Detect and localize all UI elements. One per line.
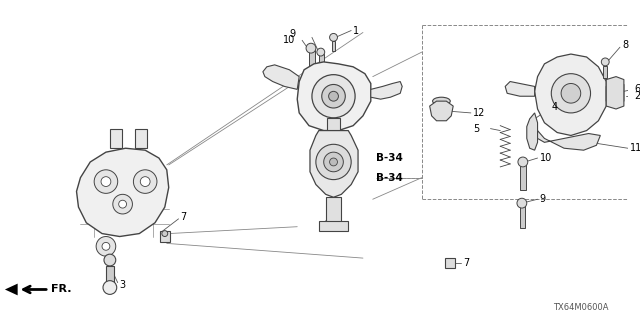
Text: 3: 3 (120, 280, 126, 290)
Text: TX64M0600A: TX64M0600A (553, 303, 608, 312)
Circle shape (317, 48, 324, 56)
Text: 7: 7 (180, 212, 187, 222)
Circle shape (517, 198, 527, 208)
Circle shape (561, 84, 580, 103)
Bar (520, 204, 525, 228)
Ellipse shape (433, 97, 451, 105)
Circle shape (133, 170, 157, 193)
Circle shape (330, 158, 337, 166)
Bar (445, 258, 455, 268)
Circle shape (94, 170, 118, 193)
Circle shape (312, 75, 355, 118)
Bar (319, 54, 324, 77)
Circle shape (602, 58, 609, 66)
Bar (326, 118, 340, 135)
Polygon shape (5, 284, 18, 295)
Text: B-34: B-34 (376, 153, 403, 163)
Circle shape (140, 177, 150, 187)
Polygon shape (77, 148, 169, 236)
Circle shape (330, 34, 337, 41)
Circle shape (104, 254, 116, 266)
Bar (520, 163, 526, 190)
Circle shape (328, 91, 339, 101)
Bar (106, 266, 114, 285)
Bar (319, 221, 348, 231)
Bar (326, 197, 341, 222)
Polygon shape (371, 82, 402, 99)
Text: 10: 10 (540, 153, 552, 163)
Circle shape (102, 243, 110, 250)
Ellipse shape (326, 218, 341, 225)
Circle shape (322, 84, 346, 108)
Circle shape (306, 43, 316, 53)
Polygon shape (505, 82, 534, 96)
Text: FR.: FR. (51, 284, 72, 294)
Polygon shape (606, 76, 624, 109)
Circle shape (162, 231, 168, 236)
Circle shape (113, 194, 132, 214)
Circle shape (103, 281, 116, 294)
Text: 7: 7 (463, 258, 469, 268)
Bar (309, 50, 315, 77)
Bar (160, 231, 170, 243)
Polygon shape (534, 54, 606, 135)
Polygon shape (263, 65, 299, 89)
Circle shape (551, 74, 591, 113)
Text: 4: 4 (551, 102, 557, 112)
Circle shape (96, 236, 116, 256)
Polygon shape (429, 101, 453, 121)
Bar (110, 129, 122, 148)
Text: 2: 2 (635, 91, 640, 101)
Circle shape (118, 200, 127, 208)
Polygon shape (538, 131, 600, 150)
Circle shape (316, 144, 351, 180)
Circle shape (101, 177, 111, 187)
Polygon shape (527, 113, 538, 150)
Text: 1: 1 (353, 26, 359, 36)
Circle shape (324, 152, 343, 172)
Ellipse shape (326, 115, 340, 121)
Text: 10: 10 (282, 35, 295, 45)
Text: B-34: B-34 (376, 173, 403, 183)
Text: 9: 9 (540, 194, 546, 204)
Text: 9: 9 (289, 29, 296, 39)
Bar (332, 41, 335, 51)
Polygon shape (310, 131, 358, 197)
Bar (136, 129, 147, 148)
Text: 11: 11 (630, 143, 640, 153)
Polygon shape (297, 62, 371, 131)
Text: 5: 5 (473, 124, 479, 134)
Polygon shape (606, 84, 624, 103)
Circle shape (518, 157, 528, 167)
Text: 6: 6 (635, 84, 640, 94)
Bar (604, 66, 607, 77)
Text: 12: 12 (473, 108, 485, 118)
Text: 8: 8 (622, 40, 628, 50)
